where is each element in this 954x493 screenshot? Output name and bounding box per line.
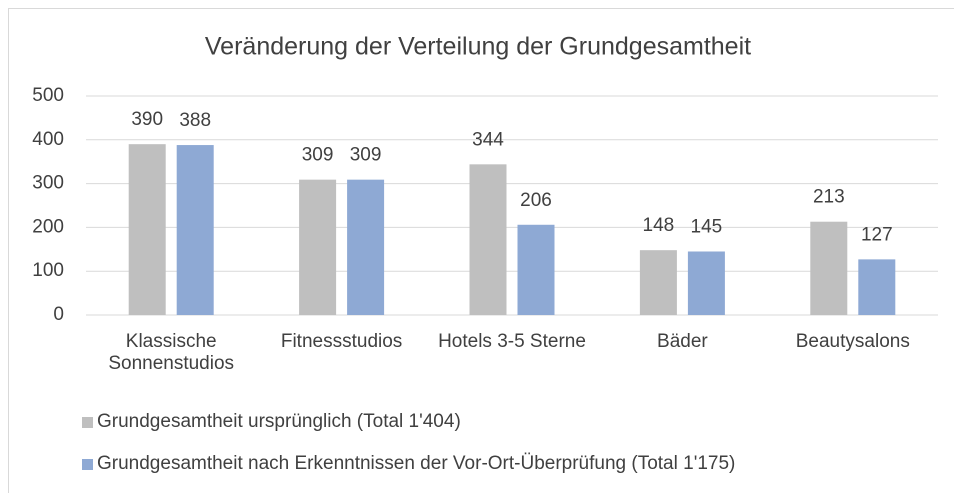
bar: [176, 145, 214, 315]
bar: [687, 251, 725, 315]
legend-item: Grundgesamtheit nach Erkenntnissen der V…: [82, 453, 735, 475]
bar: [128, 144, 166, 315]
bar: [639, 250, 677, 315]
data-label: 206: [520, 190, 552, 211]
x-tick-label: Fitnessstudios: [280, 331, 403, 352]
x-tick-label: Bäder: [657, 331, 708, 352]
y-tick-label: 200: [32, 216, 64, 237]
bar: [299, 179, 337, 315]
y-tick-label: 100: [32, 260, 64, 281]
x-tick-label: Beautysalons: [795, 331, 910, 352]
data-label: 344: [472, 129, 504, 150]
data-label: 213: [813, 187, 845, 208]
y-tick-label: 0: [53, 304, 64, 325]
data-label: 145: [691, 217, 723, 238]
data-label: 309: [350, 145, 382, 166]
chart-border: [8, 8, 954, 493]
y-tick-label: 400: [32, 129, 64, 150]
data-label: 309: [302, 145, 334, 166]
data-label: 127: [861, 224, 893, 245]
y-tick-label: 500: [32, 85, 64, 106]
y-tick-label: 300: [32, 173, 64, 194]
data-label: 390: [131, 109, 163, 130]
bar: [347, 179, 385, 315]
bar: [469, 164, 507, 315]
data-label: 148: [643, 215, 675, 236]
legend-item: Grundgesamtheit ursprünglich (Total 1'40…: [82, 411, 461, 433]
chart-title: Veränderung der Verteilung der Grundgesa…: [205, 33, 751, 61]
x-tick-label: Klassische Sonnenstudios: [108, 331, 235, 374]
data-label: 388: [179, 110, 211, 131]
legend-label: Grundgesamtheit ursprünglich (Total 1'40…: [97, 411, 461, 432]
legend-swatch: [82, 458, 93, 470]
bar: [810, 221, 848, 315]
bar: [858, 259, 896, 315]
bar: [517, 224, 555, 315]
legend-label: Grundgesamtheit nach Erkenntnissen der V…: [97, 453, 736, 474]
legend-swatch: [82, 416, 93, 428]
x-tick-label: Hotels 3-5 Sterne: [438, 331, 586, 352]
